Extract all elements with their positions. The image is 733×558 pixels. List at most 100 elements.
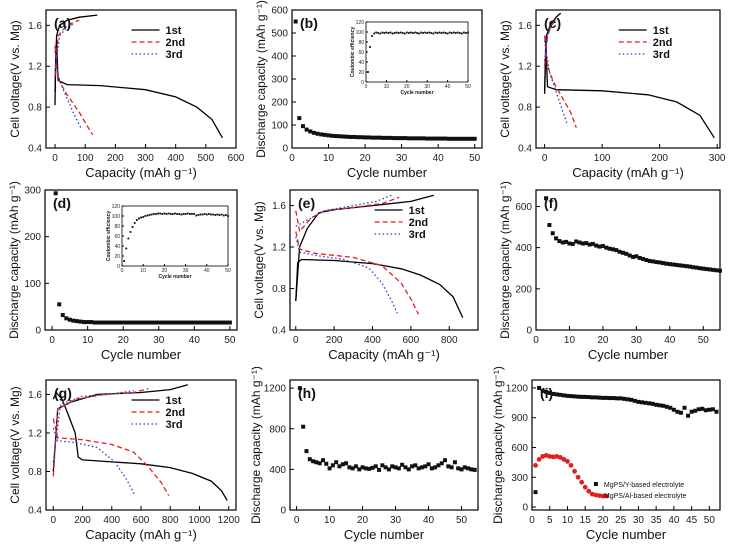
panel-f-point	[671, 262, 676, 267]
panel-f-point	[711, 267, 716, 272]
panel-f-point	[644, 258, 649, 262]
panel-d-point	[195, 320, 200, 325]
panel-d-point	[75, 319, 79, 324]
panel-f-ylabel: Discharge capacity (mAh g⁻¹)	[498, 181, 512, 339]
panel-b-point	[333, 134, 338, 139]
panel-b-inset-point	[401, 32, 404, 34]
panel-h-point	[324, 461, 329, 466]
panel-i-x-tick-label: 5	[547, 515, 553, 526]
panel-d-inset-point	[205, 213, 208, 216]
panel-c-label: (c)	[544, 15, 561, 31]
panel-d-inset-point	[214, 214, 217, 216]
panel-b-inset-y-tick-label: 80	[358, 40, 364, 46]
panel-b-label: (b)	[300, 15, 318, 31]
panel-d-x-tick-label: 40	[189, 335, 201, 346]
panel-i-y-point	[590, 395, 595, 400]
panel-i-y-point	[611, 396, 616, 401]
panel-f-point	[694, 265, 699, 270]
panel-i-al-point	[536, 456, 542, 462]
panel-i-y-point	[600, 395, 605, 400]
panel-h-point	[357, 467, 362, 472]
panel-d-point	[199, 320, 204, 325]
panel-h-point	[423, 464, 428, 469]
panel-d-inset-point	[144, 215, 147, 217]
panel-b-point	[322, 132, 327, 137]
panel-f-point	[701, 266, 706, 271]
panel-h: 0 10 20 30 40 50 0 400 800 1200 Cycle number Discha…	[249, 366, 479, 542]
panel-i-ylabel: Discharge capacity (mAh g⁻¹)	[491, 366, 505, 524]
panel-b-inset-point	[448, 31, 451, 34]
panel-i-al-point	[533, 462, 538, 468]
panel-d-inset-point	[193, 213, 195, 215]
panel-b-inset-point	[407, 32, 410, 34]
panel-h-y-tick-label: 0	[280, 506, 286, 517]
panel-b-point	[348, 134, 353, 139]
panel-b-inset-point	[440, 32, 443, 34]
panel-b-point	[381, 135, 386, 140]
panel-b-point	[399, 136, 404, 141]
panel-h-point	[419, 465, 424, 470]
panel-h-y-tick-label: 400	[269, 465, 286, 476]
panel-f-y-tick-label: 400	[515, 243, 532, 254]
panel-f-x-tick-label: 40	[664, 335, 676, 346]
panel-b-inset-y-tick-label: 60	[358, 50, 364, 56]
panel-h-y-tick-label: 800	[269, 424, 286, 435]
panel-i-x-tick-label: 35	[651, 515, 663, 526]
panel-b-inset-x-tick-label: 20	[404, 84, 410, 90]
panel-f-x-tick-label: 30	[631, 335, 643, 346]
panel-f-point	[584, 241, 589, 246]
panel-f-y-tick-label: 600	[515, 202, 532, 213]
panel-i-y-point	[604, 395, 609, 400]
panel-g-x-tick-label: 400	[103, 515, 120, 526]
panel-b-x-tick-label: 30	[396, 153, 408, 164]
panel-d-inset-point	[208, 213, 210, 215]
panel-b-inset-bg	[366, 22, 468, 82]
panel-h-point	[449, 465, 454, 470]
panel-d-inset-point	[212, 213, 215, 216]
panel-d-inset-point	[210, 213, 212, 216]
panel-h-point	[377, 467, 382, 472]
panel-h-x-tick-label: 10	[324, 515, 336, 526]
panel-f: 0 10 20 30 40 50 0 200 400 600 Cycle number Dischar…	[498, 181, 722, 362]
panel-d-point	[57, 302, 62, 307]
panel-b-inset-point	[454, 32, 457, 34]
panel-d-point	[135, 320, 140, 325]
panel-e-x-tick-label: 600	[403, 335, 420, 346]
panel-g-series-2nd-charge-line	[52, 388, 149, 477]
panel-b-inset-point	[446, 32, 449, 35]
panel-b-inset-point	[409, 31, 412, 34]
panel-b-point	[436, 136, 441, 141]
panel-i-y-point	[639, 400, 644, 405]
panel-i-y-tick-label: 300	[511, 473, 528, 484]
panel-i-al-point	[550, 454, 556, 460]
panel-i-y-point	[618, 396, 623, 401]
panel-b-inset-point	[460, 32, 463, 35]
panel-d-y-tick-label: 0	[35, 326, 41, 337]
panel-d-point	[178, 320, 183, 325]
panel-g-series-3rd-line	[52, 427, 136, 496]
panel-i-y-point	[572, 394, 577, 399]
panel-d-inset-point	[176, 213, 179, 215]
panel-d-inset-bg	[122, 206, 228, 266]
panel-d-ylabel: Discharge capacity (mAh g⁻¹)	[7, 181, 21, 339]
panel-a-legend-label: 3rd	[166, 49, 183, 61]
panel-d-point	[213, 320, 218, 325]
panel-f-point	[544, 196, 549, 201]
panel-g-legend-label: 3rd	[166, 419, 183, 431]
panel-f-point	[641, 256, 646, 261]
panel-i-y-point	[586, 395, 591, 400]
panel-f-point	[657, 260, 662, 265]
panel-b-point	[374, 135, 379, 140]
panel-d-inset-point	[227, 215, 229, 217]
panel-g-x-tick-label: 1000	[188, 515, 211, 526]
panel-b-point	[465, 136, 470, 141]
panel-b-point	[410, 136, 415, 141]
panel-i-y-point	[703, 408, 708, 413]
panel-f-point	[637, 255, 642, 260]
panel-b-point	[461, 136, 466, 141]
panel-f-point	[587, 242, 592, 247]
panel-f-point	[554, 236, 559, 241]
panel-d-point	[171, 320, 175, 325]
panel-h-point	[390, 464, 395, 469]
